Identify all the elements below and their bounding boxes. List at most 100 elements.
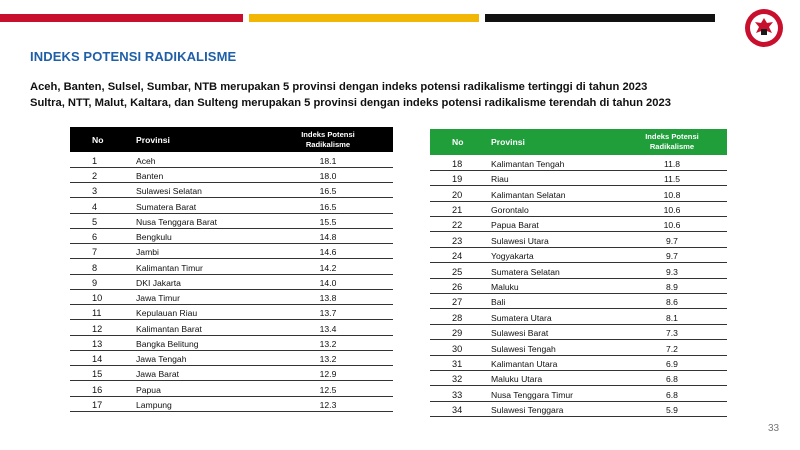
- cell-provinsi: Lampung: [130, 396, 263, 412]
- cell-no: 6: [70, 228, 130, 245]
- cell-indeks: 13.4: [263, 319, 393, 336]
- table-header-row: No Provinsi Indeks Potensi Radikalisme: [70, 127, 393, 152]
- cell-provinsi: Jawa Timur: [130, 289, 263, 306]
- cell-provinsi: Kalimantan Selatan: [485, 185, 617, 202]
- cell-provinsi: Nusa Tenggara Barat: [130, 213, 263, 229]
- header-no: No: [430, 129, 485, 155]
- header-indeks: Indeks Potensi Radikalisme: [263, 127, 393, 152]
- table-row: 26 Maluku 8.9: [430, 278, 727, 295]
- cell-indeks: 6.8: [617, 385, 727, 402]
- cell-indeks: 13.2: [263, 350, 393, 367]
- table-row: 23 Sulawesi Utara 9.7: [430, 231, 727, 248]
- cell-provinsi: Yogyakarta: [485, 247, 617, 264]
- table-row: 12 Kalimantan Barat 13.4: [70, 319, 393, 336]
- cell-no: 11: [70, 304, 130, 321]
- cell-no: 26: [430, 278, 485, 295]
- cell-provinsi: Papua: [130, 380, 263, 397]
- cell-provinsi: Sumatera Selatan: [485, 262, 617, 279]
- table-row: 30 Sulawesi Tengah 7.2: [430, 339, 727, 356]
- table-row: 9 DKI Jakarta 14.0: [70, 274, 393, 290]
- accent-bar-yellow: [249, 14, 479, 22]
- cell-indeks: 6.8: [617, 370, 727, 387]
- cell-provinsi: Sulawesi Tengah: [485, 339, 617, 356]
- cell-no: 7: [70, 243, 130, 260]
- cell-indeks: 12.9: [263, 365, 393, 382]
- table-row: 17 Lampung 12.3: [70, 396, 393, 412]
- cell-provinsi: Bali: [485, 293, 617, 310]
- accent-bar-black: [485, 14, 715, 22]
- cell-no: 12: [70, 319, 130, 336]
- table-row: 8 Kalimantan Timur 14.2: [70, 258, 393, 275]
- cell-provinsi: Maluku Utara: [485, 370, 617, 387]
- cell-provinsi: Jawa Tengah: [130, 350, 263, 367]
- bnpt-garuda-emblem-icon: [745, 9, 783, 47]
- header-no: No: [70, 127, 130, 152]
- cell-provinsi: Sulawesi Selatan: [130, 182, 263, 199]
- cell-no: 24: [430, 247, 485, 264]
- cell-indeks: 8.1: [617, 308, 727, 325]
- cell-provinsi: Bangka Belitung: [130, 335, 263, 351]
- cell-no: 22: [430, 216, 485, 233]
- header-indeks-line2: Radikalisme: [305, 139, 351, 149]
- cell-no: 10: [70, 289, 130, 306]
- cell-indeks: 7.3: [617, 324, 727, 341]
- cell-provinsi: Kalimantan Timur: [130, 258, 263, 275]
- cell-no: 15: [70, 365, 130, 382]
- cell-no: 19: [430, 170, 485, 187]
- table-body-highest: 1 Aceh 18.1 2 Banten 18.0 3 Sulawesi Selatan 16.…: [70, 152, 393, 412]
- cell-indeks: 6.9: [617, 355, 727, 371]
- cell-indeks: 10.8: [617, 185, 727, 202]
- header-indeks-line2: Radikalisme: [649, 142, 695, 151]
- cell-no: 16: [70, 380, 130, 397]
- cell-indeks: 14.6: [263, 243, 393, 260]
- subtitle-highest: Aceh, Banten, Sulsel, Sumbar, NTB merupa…: [30, 81, 648, 93]
- cell-provinsi: Sulawesi Barat: [485, 324, 617, 341]
- cell-provinsi: DKI Jakarta: [130, 274, 263, 290]
- table-row: 6 Bengkulu 14.8: [70, 228, 393, 245]
- cell-no: 29: [430, 324, 485, 341]
- cell-provinsi: Papua Barat: [485, 216, 617, 233]
- cell-provinsi: Maluku: [485, 278, 617, 295]
- cell-provinsi: Kalimantan Utara: [485, 355, 617, 371]
- cell-provinsi: Banten: [130, 167, 263, 184]
- cell-no: 17: [70, 396, 130, 412]
- cell-indeks: 15.5: [263, 213, 393, 229]
- table-row: 32 Maluku Utara 6.8: [430, 370, 727, 387]
- table-header-row: No Provinsi Indeks Potensi Radikalisme: [430, 129, 727, 155]
- cell-indeks: 9.7: [617, 247, 727, 264]
- cell-indeks: 12.5: [263, 380, 393, 397]
- cell-provinsi: Nusa Tenggara Timur: [485, 385, 617, 402]
- table-row: 1 Aceh 18.1: [70, 152, 393, 168]
- cell-no: 28: [430, 308, 485, 325]
- cell-no: 18: [430, 155, 485, 171]
- table-row: 16 Papua 12.5: [70, 380, 393, 397]
- cell-indeks: 10.6: [617, 201, 727, 218]
- cell-indeks: 9.3: [617, 262, 727, 279]
- cell-no: 8: [70, 258, 130, 275]
- cell-indeks: 8.6: [617, 293, 727, 310]
- table-row: 4 Sumatera Barat 16.5: [70, 197, 393, 214]
- table-row: 24 Yogyakarta 9.7: [430, 247, 727, 264]
- cell-provinsi: Sulawesi Tenggara: [485, 401, 617, 418]
- cell-indeks: 14.2: [263, 258, 393, 275]
- header-provinsi: Provinsi: [485, 129, 617, 155]
- page-number: 33: [768, 423, 780, 434]
- table-row: 10 Jawa Timur 13.8: [70, 289, 393, 306]
- cell-indeks: 11.5: [617, 170, 727, 187]
- cell-provinsi: Jawa Barat: [130, 365, 263, 382]
- cell-no: 33: [430, 385, 485, 402]
- table-row: 20 Kalimantan Selatan 10.8: [430, 185, 727, 202]
- table-row: 5 Nusa Tenggara Barat 15.5: [70, 213, 393, 229]
- cell-provinsi: Bengkulu: [130, 228, 263, 245]
- cell-indeks: 8.9: [617, 278, 727, 295]
- cell-indeks: 10.6: [617, 216, 727, 233]
- page-title: INDEKS POTENSI RADIKALISME: [30, 49, 237, 64]
- table-row: 25 Sumatera Selatan 9.3: [430, 262, 727, 279]
- cell-indeks: 16.5: [263, 197, 393, 214]
- cell-indeks: 13.7: [263, 304, 393, 321]
- table-row: 14 Jawa Tengah 13.2: [70, 350, 393, 367]
- cell-indeks: 11.8: [617, 155, 727, 171]
- table-row: 2 Banten 18.0: [70, 167, 393, 184]
- cell-no: 32: [430, 370, 485, 387]
- cell-no: 21: [430, 201, 485, 218]
